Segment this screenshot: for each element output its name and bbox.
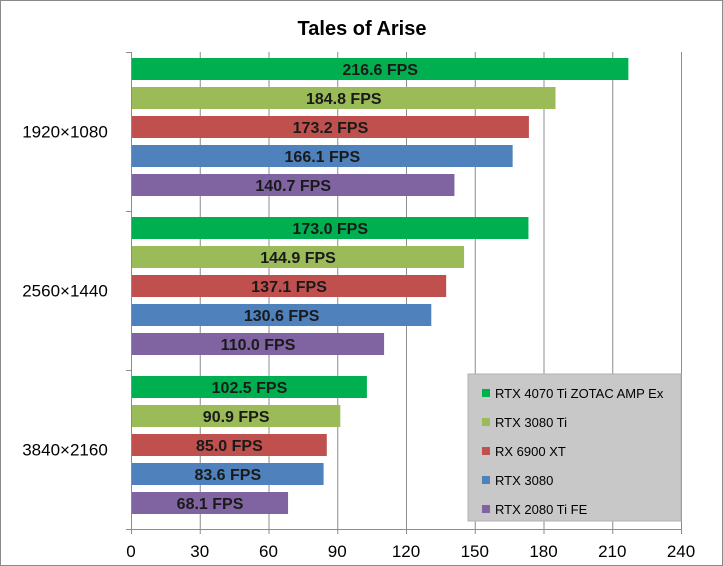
bar xyxy=(132,434,327,456)
bar-data-label: 83.6 FPS xyxy=(194,467,261,484)
x-tick-label: 120 xyxy=(392,542,420,561)
axes: 0 30 60 90 120 150 180 210 240 1920×1080 2560×1440… xyxy=(22,52,695,561)
bar xyxy=(132,304,432,326)
category-label: 3840×2160 xyxy=(22,441,108,460)
legend-label: RTX 4070 Ti ZOTAC AMP Ex xyxy=(495,386,664,401)
legend-swatch xyxy=(482,418,490,426)
x-tick-label: 90 xyxy=(328,542,347,561)
bar xyxy=(132,87,556,109)
legend-box xyxy=(467,373,682,522)
bar xyxy=(132,116,529,138)
bar xyxy=(132,376,367,398)
category-label: 2560×1440 xyxy=(22,282,108,301)
legend-swatch xyxy=(482,505,490,513)
x-tick-label: 60 xyxy=(259,542,278,561)
bar-data-label: 173.2 FPS xyxy=(293,120,369,137)
category-label: 1920×1080 xyxy=(22,123,108,142)
x-tick-label: 0 xyxy=(126,542,135,561)
bar xyxy=(132,333,385,355)
bar-data-label: 166.1 FPS xyxy=(285,149,361,166)
x-tick-label: 150 xyxy=(461,542,489,561)
bar-data-label: 216.6 FPS xyxy=(342,62,418,79)
legend-label: RTX 2080 Ti FE xyxy=(495,502,588,517)
x-tick-label: 210 xyxy=(598,542,626,561)
bar-data-label: 173.0 FPS xyxy=(292,221,368,238)
legend: RTX 4070 Ti ZOTAC AMP Ex RTX 3080 Ti RX 69… xyxy=(467,373,682,522)
bar xyxy=(132,145,513,167)
bar xyxy=(132,174,455,196)
bar-data-label: 85.0 FPS xyxy=(196,438,263,455)
legend-label: RTX 3080 xyxy=(495,473,553,488)
bar xyxy=(132,58,629,80)
chart-title: Tales of Arise xyxy=(298,18,427,40)
bar xyxy=(132,492,289,514)
x-tick-label: 240 xyxy=(667,542,695,561)
x-tick-label: 30 xyxy=(190,542,209,561)
bar xyxy=(132,275,447,297)
x-tick-label: 180 xyxy=(529,542,557,561)
bar-data-label: 130.6 FPS xyxy=(244,308,320,325)
legend-label: RTX 3080 Ti xyxy=(495,415,567,430)
bar xyxy=(132,246,465,268)
bar-data-label: 137.1 FPS xyxy=(251,279,327,296)
legend-swatch xyxy=(482,389,490,397)
bar xyxy=(132,217,529,239)
bar-data-label: 144.9 FPS xyxy=(260,250,336,267)
bar-data-label: 68.1 FPS xyxy=(177,496,244,513)
bar-data-label: 102.5 FPS xyxy=(212,380,288,397)
bar-data-label: 184.8 FPS xyxy=(306,91,382,108)
legend-label: RX 6900 XT xyxy=(495,444,566,459)
bar-data-label: 90.9 FPS xyxy=(203,409,270,426)
legend-swatch xyxy=(482,476,490,484)
bar-data-label: 140.7 FPS xyxy=(255,178,331,195)
bars: 216.6 FPS 184.8 FPS 173.2 FPS 166.1 FPS 140.… xyxy=(132,58,629,514)
bar-data-label: 110.0 FPS xyxy=(221,337,296,354)
bar xyxy=(132,405,341,427)
legend-swatch xyxy=(482,447,490,455)
bar xyxy=(132,463,324,485)
